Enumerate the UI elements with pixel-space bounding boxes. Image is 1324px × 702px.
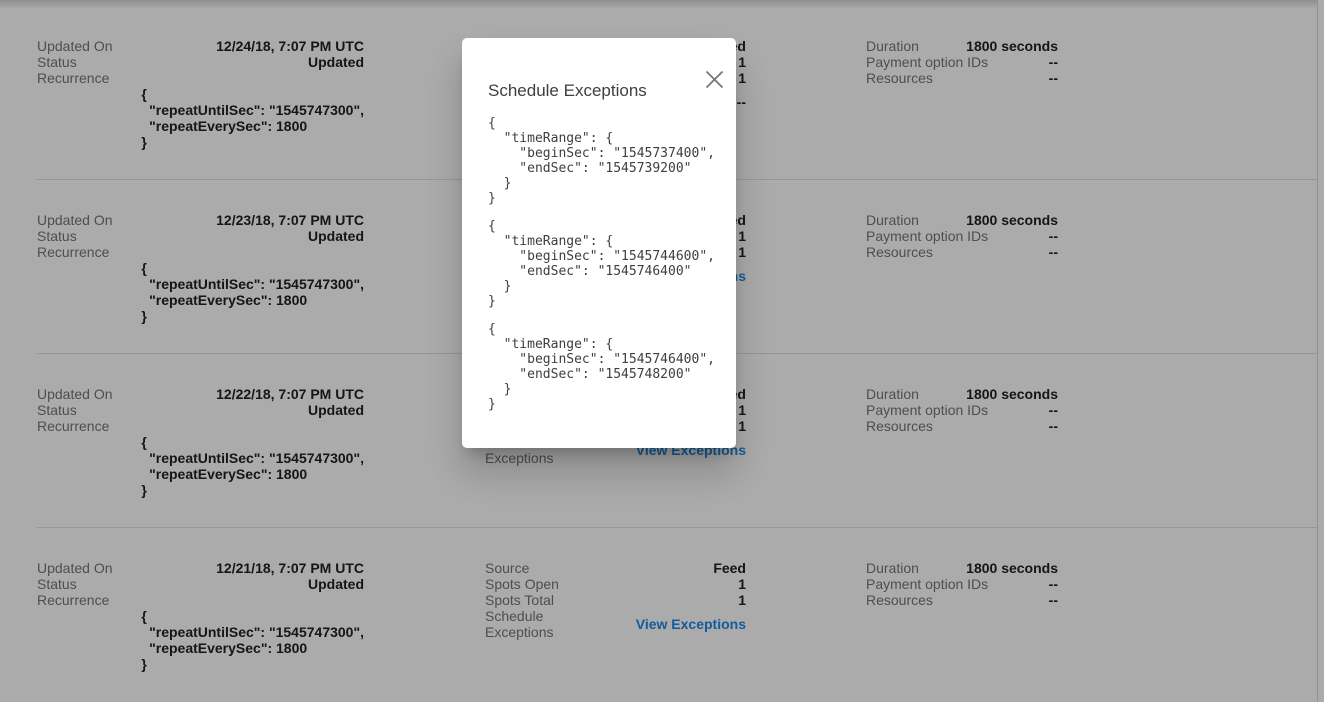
resources-value: -- <box>1048 418 1058 434</box>
updated-on-value: 12/22/18, 7:07 PM UTC <box>216 386 364 402</box>
payment-option-ids-value: -- <box>1048 54 1058 70</box>
exceptions-json-list: { "timeRange": { "beginSec": "1545737400… <box>488 116 724 425</box>
duration-value: 1800 seconds <box>966 212 1058 228</box>
row1-left-column: Updated On 12/24/18, 7:07 PM UTC Status Up… <box>37 38 364 150</box>
resources-label: Resources <box>866 244 933 260</box>
recurrence-json: { "repeatUntilSec": "1545747300", "repea… <box>141 86 364 150</box>
payment-option-ids-label: Payment option IDs <box>866 228 989 244</box>
spots-open-value: 1 <box>738 402 746 418</box>
resources-label: Resources <box>866 70 933 86</box>
spots-open-label: Spots Open <box>485 576 559 592</box>
row4-left-column: Updated On 12/21/18, 7:07 PM UTC Status Up… <box>37 560 364 672</box>
status-label: Status <box>37 402 77 418</box>
payment-option-ids-label: Payment option IDs <box>866 54 989 70</box>
spots-total-label: Spots Total <box>485 592 555 608</box>
status-value: Updated <box>308 576 364 592</box>
resources-label: Resources <box>866 418 933 434</box>
spots-open-value: 1 <box>738 576 746 592</box>
updated-on-value: 12/24/18, 7:07 PM UTC <box>216 38 364 54</box>
row3-left-column: Updated On 12/22/18, 7:07 PM UTC Status Up… <box>37 386 364 498</box>
row2-left-column: Updated On 12/23/18, 7:07 PM UTC Status Up… <box>37 212 364 324</box>
payment-option-ids-value: -- <box>1048 402 1058 418</box>
row4-right-column: Duration 1800 seconds Payment option IDs -… <box>866 560 1058 608</box>
schedule-exceptions-dialog: Schedule Exceptions { "timeRange": { "be… <box>462 38 736 448</box>
payment-option-ids-value: -- <box>1048 228 1058 244</box>
duration-label: Duration <box>866 38 919 54</box>
exception-json-block: { "timeRange": { "beginSec": "1545744600… <box>488 219 715 309</box>
recurrence-label: Recurrence <box>37 70 110 86</box>
spots-total-value: 1 <box>738 418 746 434</box>
spots-total-value: 1 <box>738 244 746 260</box>
recurrence-json: { "repeatUntilSec": "1545747300", "repea… <box>141 260 364 324</box>
spots-open-value: 1 <box>738 228 746 244</box>
status-value: Updated <box>308 228 364 244</box>
resources-value: -- <box>1048 244 1058 260</box>
recurrence-label: Recurrence <box>37 418 110 434</box>
source-value: Feed <box>713 560 746 576</box>
updated-on-value: 12/23/18, 7:07 PM UTC <box>216 212 364 228</box>
exception-json-block: { "timeRange": { "beginSec": "1545746400… <box>488 322 715 412</box>
spots-total-value: 1 <box>738 70 746 86</box>
dialog-title: Schedule Exceptions <box>488 81 647 100</box>
row1-right-column: Duration 1800 seconds Payment option IDs -… <box>866 38 1058 86</box>
status-value: Updated <box>308 402 364 418</box>
updated-on-label: Updated On <box>37 38 113 54</box>
schedule-row-3: Updated On 12/22/18, 7:07 PM UTC Status Up… <box>37 354 1317 528</box>
recurrence-json: { "repeatUntilSec": "1545747300", "repea… <box>141 608 364 672</box>
source-label: Source <box>485 560 530 576</box>
updated-on-label: Updated On <box>37 386 113 402</box>
resources-value: -- <box>1048 592 1058 608</box>
row2-right-column: Duration 1800 seconds Payment option IDs -… <box>866 212 1058 260</box>
schedule-row-4: Updated On 12/21/18, 7:07 PM UTC Status Up… <box>37 528 1317 702</box>
resources-value: -- <box>1048 70 1058 86</box>
spots-open-value: 1 <box>738 54 746 70</box>
updated-on-label: Updated On <box>37 212 113 228</box>
duration-value: 1800 seconds <box>966 38 1058 54</box>
spots-total-value: 1 <box>738 592 746 608</box>
status-label: Status <box>37 228 77 244</box>
status-label: Status <box>37 576 77 592</box>
recurrence-label: Recurrence <box>37 592 110 608</box>
close-icon <box>705 70 723 88</box>
updated-on-value: 12/21/18, 7:07 PM UTC <box>216 560 364 576</box>
payment-option-ids-label: Payment option IDs <box>866 402 989 418</box>
duration-label: Duration <box>866 212 919 228</box>
exception-json-block: { "timeRange": { "beginSec": "1545737400… <box>488 116 715 206</box>
close-button[interactable] <box>703 68 725 90</box>
row4-middle-column: Source Feed Spots Open 1 Spots Total 1 Sche… <box>485 560 746 640</box>
schedule-exceptions-value: -- <box>736 94 746 110</box>
view-exceptions-link[interactable]: View Exceptions <box>635 616 746 632</box>
status-label: Status <box>37 54 77 70</box>
updated-on-label: Updated On <box>37 560 113 576</box>
payment-option-ids-label: Payment option IDs <box>866 576 989 592</box>
duration-value: 1800 seconds <box>966 560 1058 576</box>
duration-value: 1800 seconds <box>966 386 1058 402</box>
duration-label: Duration <box>866 386 919 402</box>
status-value: Updated <box>308 54 364 70</box>
payment-option-ids-value: -- <box>1048 576 1058 592</box>
recurrence-label: Recurrence <box>37 244 110 260</box>
duration-label: Duration <box>866 560 919 576</box>
resources-label: Resources <box>866 592 933 608</box>
schedule-exceptions-label: Schedule Exceptions <box>485 608 554 640</box>
recurrence-json: { "repeatUntilSec": "1545747300", "repea… <box>141 434 364 498</box>
row3-right-column: Duration 1800 seconds Payment option IDs -… <box>866 386 1058 434</box>
